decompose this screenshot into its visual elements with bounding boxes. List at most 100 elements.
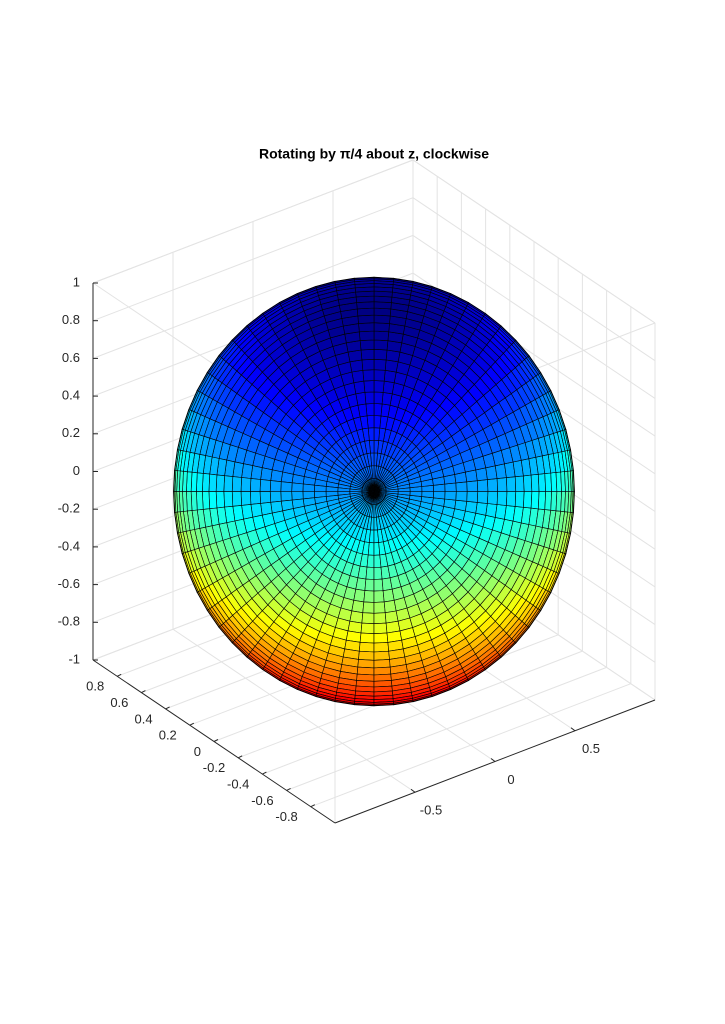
surface-face [514,475,525,492]
surface-face [373,659,391,669]
z-tick-label: -1 [68,651,80,666]
y-tick [116,673,122,677]
surface-face [280,491,293,502]
surface-face [544,472,552,492]
surface-face [356,301,375,310]
surface-face [373,307,392,317]
surface-face [196,491,204,511]
surface-face [173,470,176,492]
surface-face [269,480,282,492]
surface-face [361,612,375,625]
y-tick-label: 0 [194,744,201,759]
z-tick-label: 0.4 [62,388,80,403]
surface-face [487,491,499,505]
y-tick-label: -0.6 [251,793,273,808]
surface-face [364,391,375,405]
surface-face [476,491,489,504]
surface [173,276,575,707]
surface-face [373,403,383,417]
z-tick-label: 0.2 [62,425,80,440]
surface-face [231,491,242,507]
surface-face [240,477,252,492]
surface-face [357,659,375,669]
y-tick [237,755,243,759]
y-tick-label: 0.2 [159,728,177,743]
y-tick-label: -0.4 [227,777,249,792]
y-tick [213,739,219,742]
z-tick-label: -0.8 [58,614,80,629]
surface-face [466,480,479,492]
surface-face [475,502,488,516]
surface-face [291,482,304,492]
surface-face [523,474,533,492]
surface-face [269,491,282,503]
surface-face [360,348,375,361]
x-tick [570,727,576,732]
surface-face [373,314,391,324]
surface-face [208,473,218,492]
surface-face [362,369,375,382]
y-tick-label: 0.8 [86,679,104,694]
surface-face [496,491,508,506]
surface-face [208,491,218,510]
z-tick-label: 0.8 [62,312,80,327]
surface-face [373,415,382,429]
surface-face [365,566,375,580]
grid-line [412,159,656,324]
surface-face [373,322,390,333]
grid-line [412,234,656,399]
surface-face [358,641,375,653]
surface-face [476,479,489,492]
grid-line [92,197,414,322]
surface-face [466,491,479,503]
surface-face [249,491,261,505]
surface-face [373,358,387,371]
chart-title: Rotating by π/4 about z, clockwise [259,146,489,162]
surface-face [231,476,242,492]
x-tick-label: 0 [507,772,514,787]
surface-face [465,500,478,514]
surface-face [215,474,225,492]
surface-face [270,469,283,483]
surface-face [201,473,211,492]
y-tick-label: -0.2 [203,760,225,775]
surface-face [544,491,552,511]
surface-face [249,478,261,492]
surface-face [514,491,525,508]
surface-face [359,339,375,351]
surface-face [363,590,375,603]
surface-face [373,578,384,592]
surface-face [383,369,397,384]
surface-face [215,491,225,509]
surface-face [356,666,375,676]
y-tick [165,706,170,710]
y-tick [310,804,316,808]
surface-face [196,472,204,492]
surface-face [373,642,390,653]
y-tick [262,771,267,775]
surface-face [421,491,435,499]
surface-face [530,491,540,510]
surface-face [444,491,457,501]
surface-face [201,491,211,510]
axes: -1-0.8-0.6-0.4-0.200.20.40.60.81-0.8-0.6… [58,274,656,824]
surface-face [223,491,234,508]
surface-face [373,369,386,382]
surface-face [259,491,272,504]
surface-face [537,491,547,510]
surface-face [366,554,375,568]
surface-face [373,348,388,361]
surface-face [373,632,389,644]
grid-line [286,666,607,791]
surface-face [487,478,499,492]
z-tick-label: 0 [73,463,80,478]
surface-face [364,578,375,592]
surface-face [373,301,392,310]
y-tick-label: 0.4 [135,711,153,726]
surface-face [358,330,375,341]
surface-face [313,484,327,492]
z-tick-label: 0.6 [62,350,80,365]
surface-face [360,622,375,635]
surface-face [373,622,388,635]
